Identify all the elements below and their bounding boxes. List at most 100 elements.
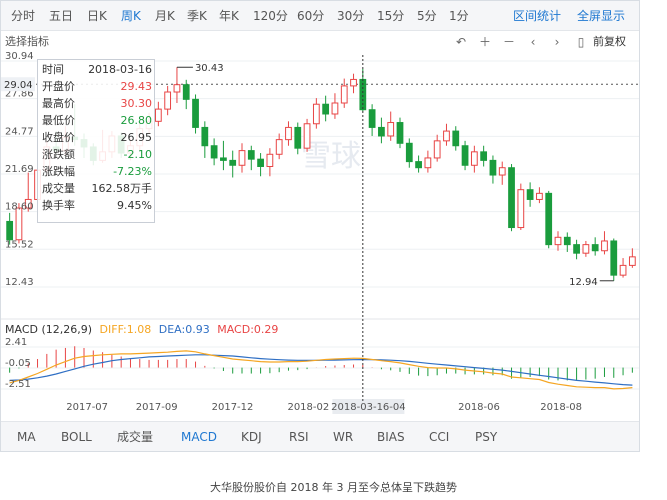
candle-up[interactable] <box>619 264 627 276</box>
candle-down[interactable] <box>210 145 218 159</box>
candle-up[interactable] <box>340 85 348 104</box>
candle-up[interactable] <box>498 167 506 176</box>
candle-down[interactable] <box>415 161 422 169</box>
candle-down[interactable] <box>526 189 534 200</box>
candle-down[interactable] <box>201 126 209 147</box>
tab-indicator-bias[interactable]: BIAS <box>377 430 405 444</box>
tab-indicator-macd[interactable]: MACD <box>181 430 217 444</box>
period-bar: 分时 五日 日K 周K 月K 季K 年K 120分 60分 30分 15分 5分… <box>1 1 639 31</box>
candle-up[interactable] <box>275 139 283 155</box>
tab-period-12[interactable]: 1分 <box>449 9 469 23</box>
info-label: 时间 <box>42 63 64 76</box>
tab-period-10[interactable]: 15分 <box>377 9 405 23</box>
select-indicator-button[interactable]: 选择指标 <box>5 35 49 48</box>
candle-up[interactable] <box>238 150 246 166</box>
candle-up[interactable] <box>285 126 292 141</box>
tab-period-2[interactable]: 日K <box>87 9 107 23</box>
candle-down[interactable] <box>480 151 488 161</box>
macd-tick-label: -2.51 <box>5 379 31 390</box>
candle-down[interactable] <box>563 236 571 246</box>
high-marker-label: 30.43 <box>195 63 224 74</box>
date-tick-label: 2018-06 <box>458 402 500 413</box>
candle-up[interactable] <box>164 91 172 110</box>
tab-indicator-wr[interactable]: WR <box>333 430 354 444</box>
tab-period-3[interactable]: 周K <box>121 9 141 23</box>
tab-indicator-ma[interactable]: MA <box>17 430 36 444</box>
candle-up[interactable] <box>536 192 543 200</box>
candle-down[interactable] <box>396 122 404 144</box>
candle-down[interactable] <box>6 220 14 241</box>
candle-up[interactable] <box>443 130 450 142</box>
price-tick-label: 24.77 <box>5 126 34 137</box>
candle-up[interactable] <box>154 108 162 122</box>
tab-indicator-volume[interactable]: 成交量 <box>117 430 154 444</box>
candle-up[interactable] <box>433 140 441 159</box>
candle-up[interactable] <box>15 207 23 241</box>
price-tick-label: 27.86 <box>5 89 34 100</box>
candle-down[interactable] <box>610 240 618 276</box>
tab-period-5[interactable]: 季K <box>187 9 207 23</box>
candle-up[interactable] <box>303 123 311 149</box>
price-tick-label: 18.60 <box>5 202 34 213</box>
arrow-left-icon[interactable]: ‹ <box>530 35 536 49</box>
zoom-in-icon[interactable]: ＋ <box>478 35 491 49</box>
candle-down[interactable] <box>461 145 469 166</box>
candle-up[interactable] <box>628 256 636 266</box>
adjust-toggle[interactable]: 前复权 <box>593 35 626 48</box>
watermark-text: 雪球 <box>301 139 361 174</box>
candle-down[interactable] <box>545 192 553 246</box>
candle-down[interactable] <box>508 167 515 229</box>
info-label: 涨跌额 <box>42 148 75 161</box>
candle-up[interactable] <box>312 103 320 125</box>
zoom-out-icon[interactable]: － <box>502 35 515 49</box>
candle-down[interactable] <box>452 130 460 147</box>
candle-up[interactable] <box>424 157 432 169</box>
candle-up[interactable] <box>350 78 357 87</box>
candle-down[interactable] <box>229 159 237 166</box>
candle-down[interactable] <box>220 157 227 161</box>
candle-up[interactable] <box>517 189 525 229</box>
candle-up[interactable] <box>387 122 395 137</box>
candle-down[interactable] <box>489 159 497 176</box>
candle-down[interactable] <box>322 103 330 115</box>
tab-period-11[interactable]: 5分 <box>417 9 437 23</box>
undo-icon[interactable]: ↶ <box>455 35 467 49</box>
tab-period-9[interactable]: 30分 <box>337 9 365 23</box>
fullscreen-link[interactable]: 全屏显示 <box>577 9 626 23</box>
arrow-right-icon[interactable]: › <box>554 35 560 49</box>
macd-diff-value: DIFF:1.08 <box>99 323 152 336</box>
range-stats-link[interactable]: 区间统计 <box>513 9 562 23</box>
candle-up[interactable] <box>601 240 608 252</box>
tab-indicator-psy[interactable]: PSY <box>475 430 498 444</box>
candle-down[interactable] <box>257 158 264 167</box>
candle-down[interactable] <box>294 126 302 149</box>
candle-up[interactable] <box>266 153 274 167</box>
candle-down[interactable] <box>573 244 580 254</box>
candle-up[interactable] <box>173 84 181 93</box>
candle-up[interactable] <box>470 151 478 166</box>
tab-indicator-cci[interactable]: CCI <box>429 430 450 444</box>
tab-period-6[interactable]: 年K <box>219 9 239 23</box>
candle-up[interactable] <box>582 244 590 254</box>
tab-indicator-boll[interactable]: BOLL <box>61 430 92 444</box>
info-label: 成交量 <box>42 182 75 195</box>
tab-period-0[interactable]: 分时 <box>11 9 36 23</box>
tab-period-4[interactable]: 月K <box>155 9 175 23</box>
candle-down[interactable] <box>591 244 599 252</box>
tab-period-8[interactable]: 60分 <box>297 9 325 23</box>
candle-up[interactable] <box>331 102 339 115</box>
candle-down[interactable] <box>378 126 385 137</box>
candle-down[interactable] <box>182 84 190 100</box>
candle-up[interactable] <box>554 236 562 246</box>
tab-indicator-kdj[interactable]: KDJ <box>241 430 262 444</box>
macd-diff-line <box>9 350 633 390</box>
candle-down[interactable] <box>368 109 376 128</box>
tab-period-7[interactable]: 120分 <box>253 9 288 23</box>
candle-down[interactable] <box>192 98 199 128</box>
candle-up[interactable] <box>24 198 32 209</box>
candle-down[interactable] <box>405 142 413 163</box>
candle-down[interactable] <box>247 150 255 160</box>
tab-indicator-rsi[interactable]: RSI <box>289 430 309 444</box>
tab-period-1[interactable]: 五日 <box>49 9 74 23</box>
candle-toggle-icon[interactable]: ▯ <box>577 35 585 49</box>
